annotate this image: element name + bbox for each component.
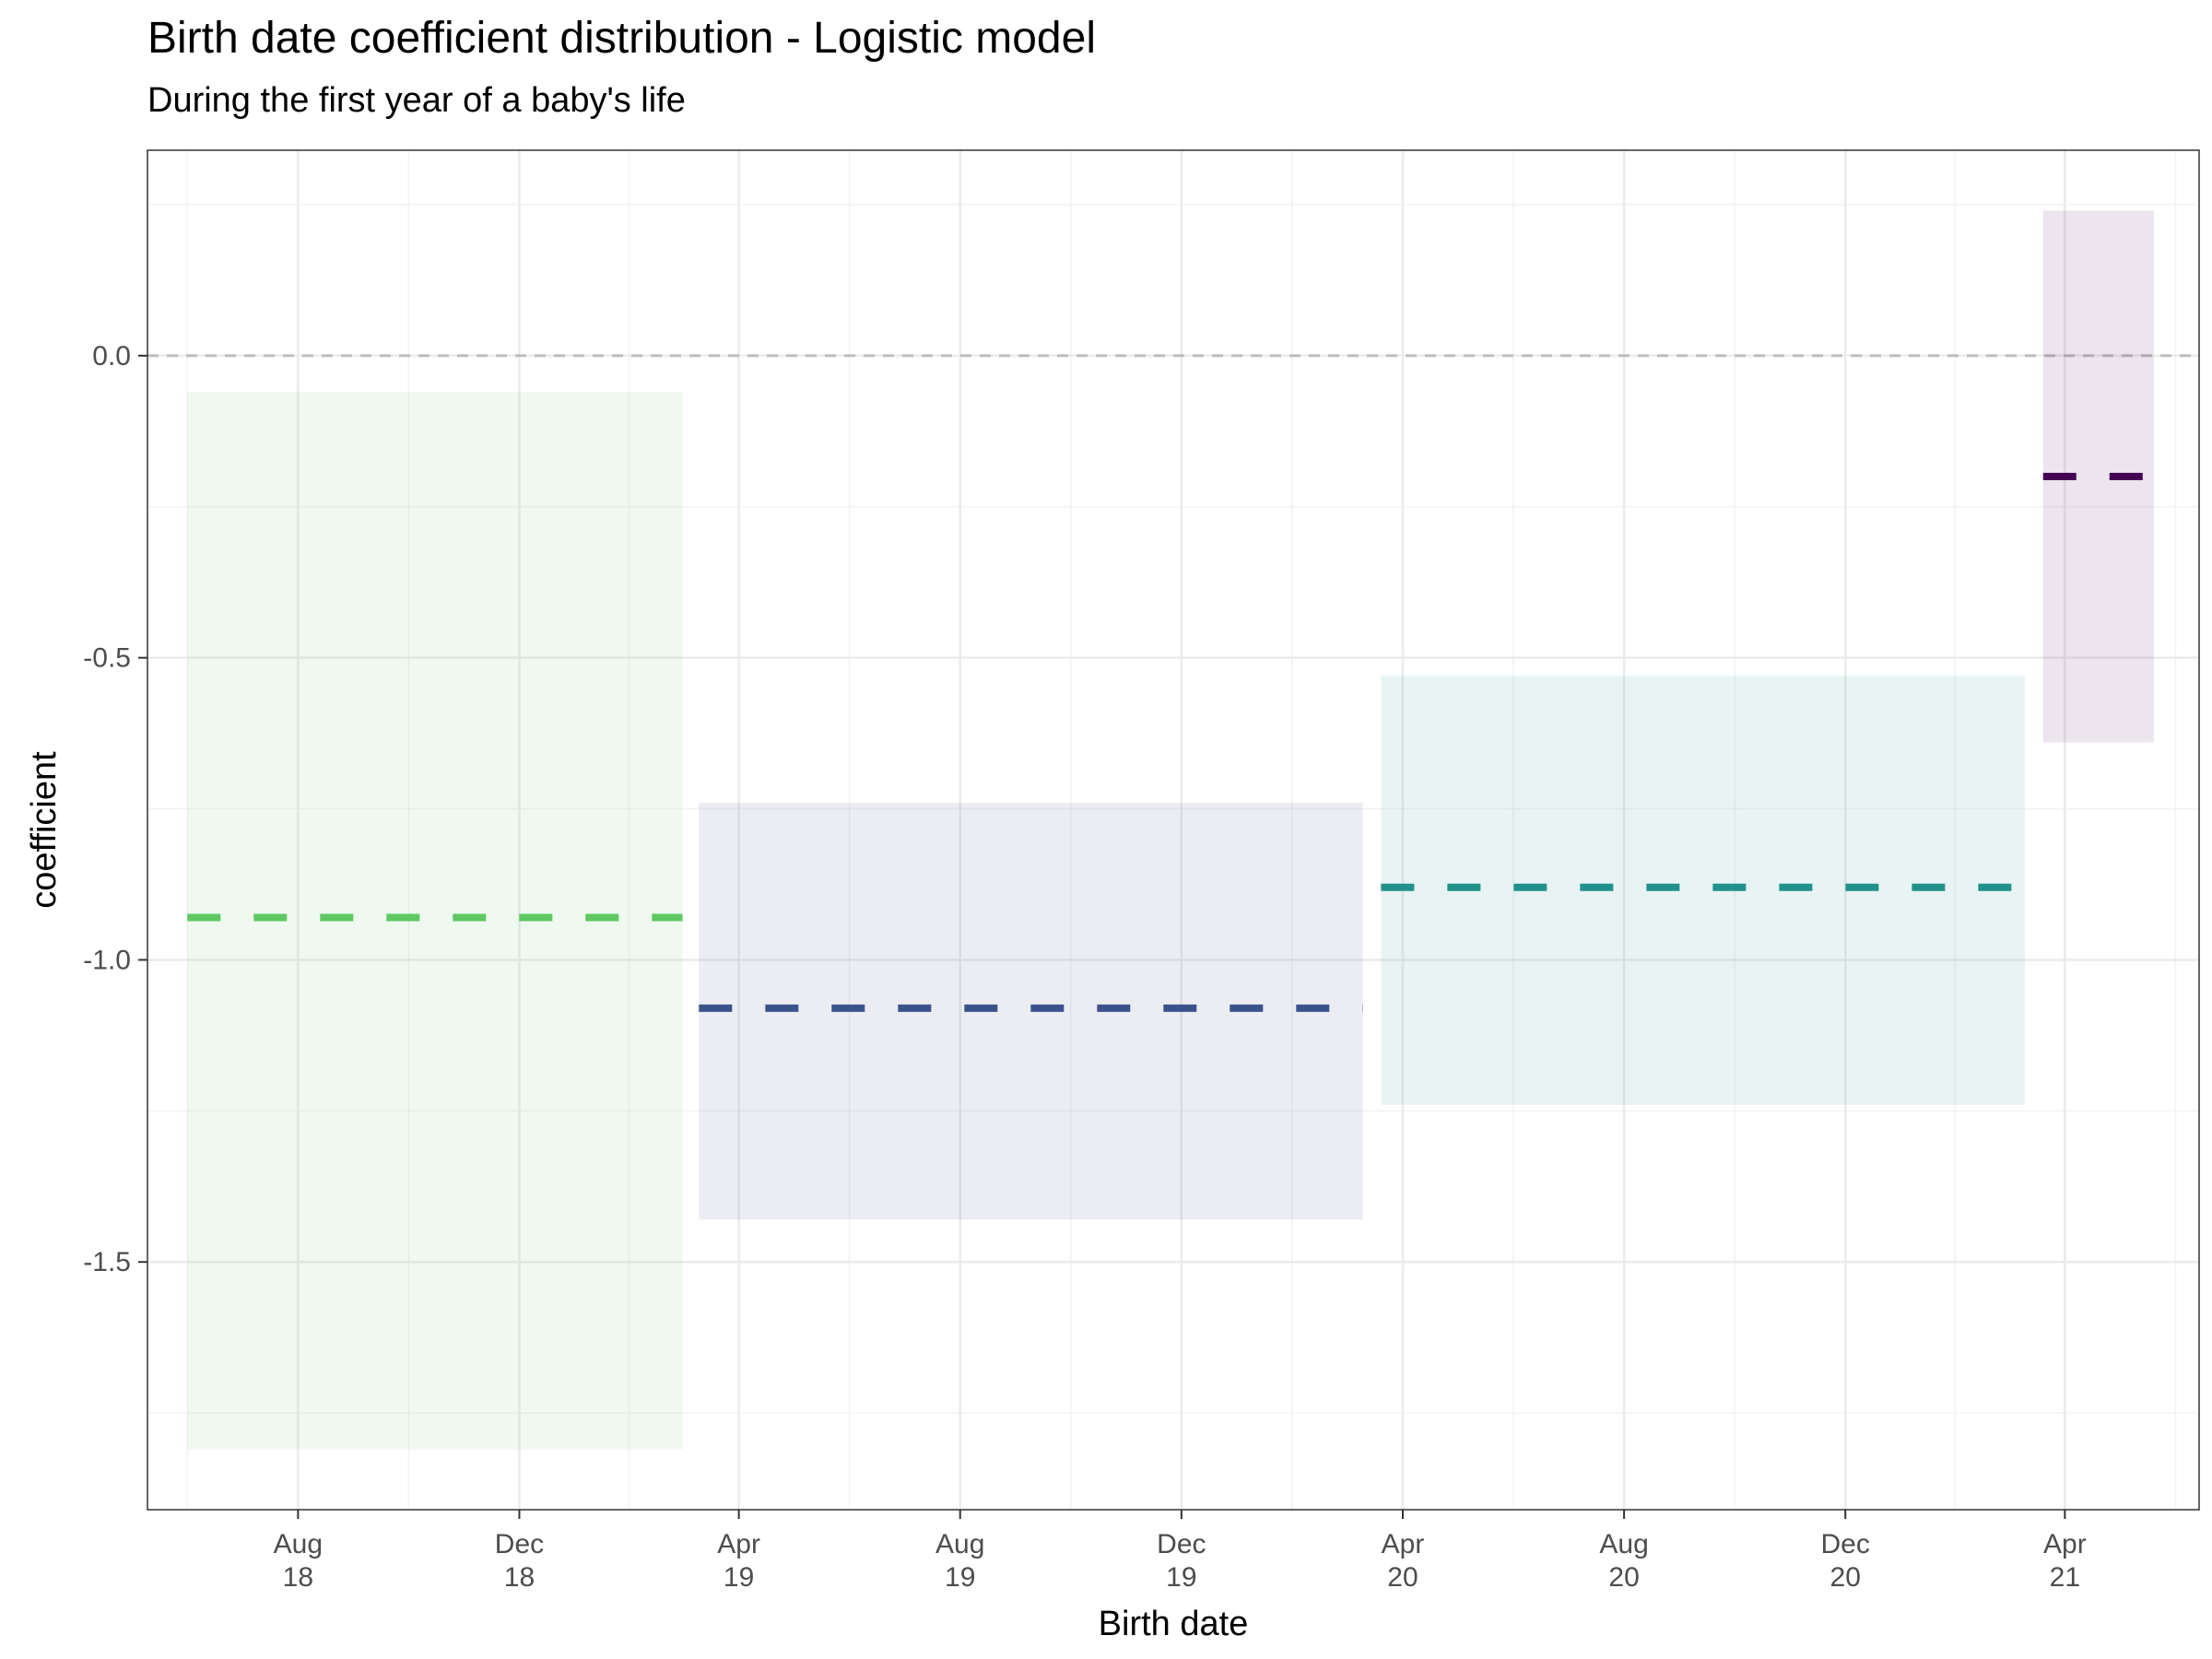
y-axis: 0.0 -0.5 -1.0 -1.5 (83, 341, 147, 1277)
y-tick-label: -1.0 (83, 945, 131, 975)
y-axis-title: coefficient (25, 751, 64, 909)
x-tick-label: Aug 19 (935, 1529, 984, 1593)
x-tick-label: Dec 19 (1157, 1529, 1206, 1593)
chart-title: Birth date coefficient distribution - Lo… (147, 14, 1096, 63)
x-tick-label: Dec 20 (1821, 1529, 1870, 1593)
minor-gridlines (147, 150, 2199, 1510)
x-tick-label: Apr 21 (2043, 1529, 2087, 1593)
x-axis-title: Birth date (1099, 1605, 1249, 1643)
chart-subtitle: During the first year of a baby's life (147, 81, 686, 120)
y-tick-label: -1.5 (83, 1247, 131, 1277)
x-tick-label: Apr 20 (1382, 1529, 1425, 1593)
x-axis: Aug 18 Dec 18 Apr 19 Aug 19 Dec 19 Apr 20 Aug 20 Dec 20… (274, 1510, 2087, 1593)
x-tick-label: Dec 18 (495, 1529, 544, 1593)
x-tick-label: Aug 18 (274, 1529, 323, 1593)
x-tick-label: Aug 20 (1599, 1529, 1648, 1593)
confidence-bands (187, 210, 2154, 1450)
y-tick-label: -0.5 (83, 643, 131, 674)
panel-border (147, 149, 2200, 1511)
x-tick-label: Apr 19 (717, 1529, 760, 1593)
y-tick-label: 0.0 (92, 341, 131, 371)
estimate-lines (187, 473, 2154, 1012)
